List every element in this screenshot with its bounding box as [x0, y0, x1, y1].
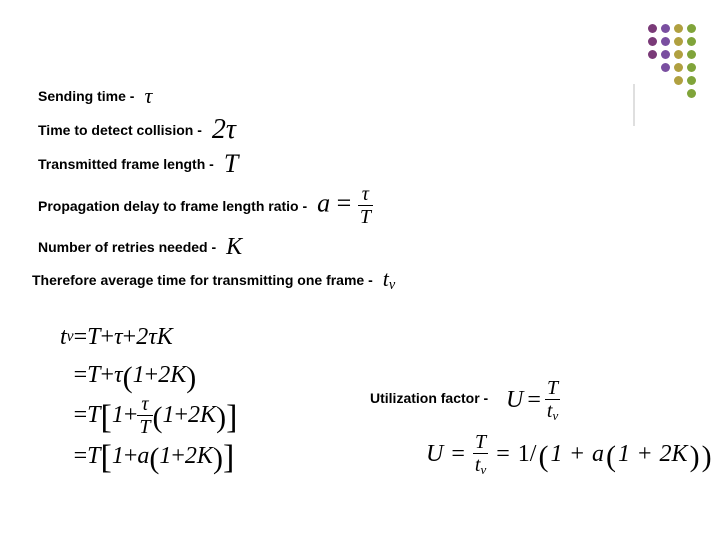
slide: Sending time - τ Time to detect collision …: [0, 0, 720, 540]
utilization-eq-1: U = Ttv: [506, 378, 560, 422]
tv-symbol: tv: [383, 268, 395, 292]
definition-line: Number of retries needed - K: [38, 233, 680, 261]
definitions-block: Sending time - τ Time to detect collision …: [38, 82, 680, 267]
equation-row: tv = T[1 + a(1 + 2K)]: [60, 437, 237, 475]
definition-line: Time to detect collision - 2τ: [38, 116, 680, 144]
definition-math: τ: [144, 85, 152, 107]
definition-line: Transmitted frame length - T: [38, 150, 680, 178]
definition-label: Propagation delay to frame length ratio …: [38, 198, 307, 214]
utilization-eq-2: U = Ttv = 1/(1 + a(1 + 2K)): [426, 432, 712, 476]
definition-math: 2τ: [212, 116, 236, 144]
equation-stack: tv = T + τ + 2τKtv = T + τ(1 + 2K)tv = T…: [60, 318, 237, 475]
definition-line: Sending time - τ: [38, 82, 680, 110]
definition-label: Time to detect collision -: [38, 122, 202, 138]
definition-math: K: [226, 235, 242, 259]
definition-label: Transmitted frame length -: [38, 156, 214, 172]
therefore-line: Therefore average time for transmitting …: [32, 268, 395, 292]
definition-line: Propagation delay to frame length ratio …: [38, 184, 680, 227]
definition-label: Number of retries needed -: [38, 239, 216, 255]
therefore-label: Therefore average time for transmitting …: [32, 272, 373, 288]
equation-row: tv = T[1 + τT(1 + 2K)]: [60, 394, 237, 437]
utilization-label: Utilization factor -: [370, 390, 488, 406]
definition-math: T: [224, 151, 238, 177]
definition-math: a = τT: [317, 184, 373, 227]
definition-label: Sending time -: [38, 88, 134, 104]
equation-row: tv = T + τ + 2τK: [60, 318, 237, 356]
equation-row: tv = T + τ(1 + 2K): [60, 356, 237, 394]
